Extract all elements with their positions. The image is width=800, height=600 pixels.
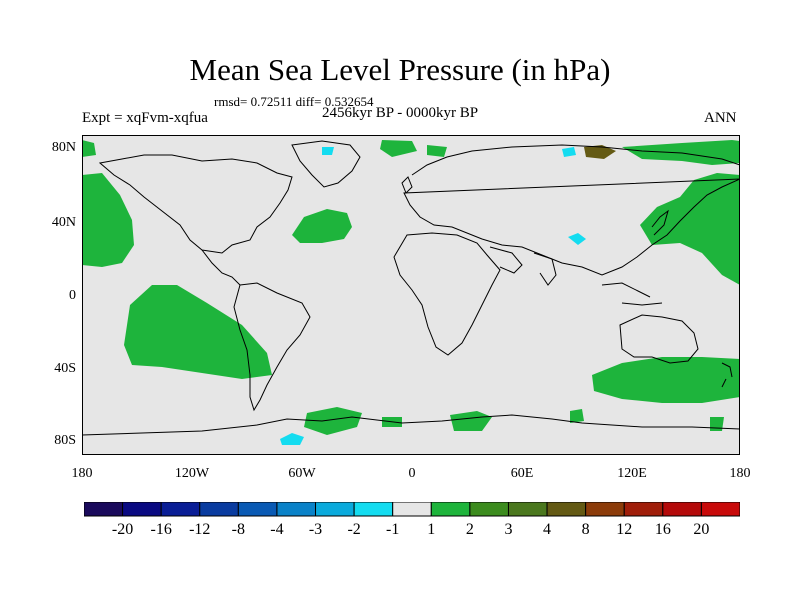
anomaly-north-pacific-east — [82, 173, 134, 267]
colorbar-tick-label: -3 — [308, 521, 323, 538]
colorbar-swatch — [469, 502, 509, 517]
colorbar-swatch — [662, 502, 702, 517]
colorbar-swatch — [430, 502, 471, 517]
colorbar-swatch — [315, 502, 355, 517]
colorbar-tick-label: 3 — [504, 521, 513, 538]
anomaly-siberia-brown — [584, 145, 616, 159]
anomaly-antarctic-1 — [304, 407, 362, 435]
coast-central-america — [201, 249, 241, 286]
colorbar-tick-label: -2 — [347, 521, 361, 538]
coast-japan — [651, 209, 669, 236]
anomaly-arctic-siberia — [427, 145, 447, 157]
lon-tick-60w: 60W — [288, 466, 316, 481]
lat-tick-0: 0 — [69, 288, 76, 303]
coast-arabia-india — [489, 246, 557, 286]
coast-north-america — [98, 154, 293, 254]
colorbar-swatch — [199, 502, 239, 517]
lat-tick-40n: 40N — [51, 215, 76, 230]
colorbar-tick-label: -12 — [189, 521, 211, 538]
coast-eurasia — [403, 144, 740, 276]
coastlines — [82, 140, 740, 436]
colorbar-swatch — [353, 502, 394, 517]
colorbar-swatch — [122, 502, 162, 517]
map-panel — [82, 135, 740, 455]
colorbar-tick-label: 1 — [427, 521, 436, 538]
lon-tick-180w: 180 — [71, 466, 93, 481]
lat-tick-80n: 80N — [51, 140, 76, 155]
colorbar-swatch — [392, 502, 432, 517]
colorbar-swatch — [160, 502, 201, 517]
coast-africa — [393, 232, 501, 356]
anomaly-south-pacific — [124, 285, 272, 379]
chart-title: Mean Sea Level Pressure (in hPa) — [189, 52, 611, 87]
coast-uk — [401, 176, 413, 194]
colorbar-swatch — [237, 502, 278, 517]
colorbar-swatch — [546, 502, 587, 517]
colorbar-swatch — [276, 502, 317, 517]
map-frame — [82, 135, 740, 455]
coast-greenland — [291, 140, 361, 188]
coast-australia — [619, 314, 699, 364]
anomaly-antarctic-cyan — [280, 433, 304, 445]
anomaly-antarctic-5 — [710, 417, 724, 431]
anomaly-north-pacific-west — [640, 173, 740, 285]
colorbar-tick-label: 4 — [543, 521, 552, 538]
anomaly-tibet — [568, 233, 586, 245]
negative-anomaly-regions — [280, 147, 586, 445]
colorbar-tick-label: -4 — [270, 521, 284, 538]
lon-tick-120e: 120E — [617, 466, 647, 481]
colorbar-tick-label: 2 — [465, 521, 474, 538]
anomaly-antarctic-4 — [570, 409, 584, 423]
anomaly-north-atlantic — [292, 209, 352, 243]
coast-new-zealand — [721, 362, 733, 388]
colorbar-tick-label: -16 — [150, 521, 172, 538]
colorbar-tick-label: 16 — [654, 521, 671, 538]
anomaly-arctic-atlantic — [380, 140, 417, 157]
lat-tick-40s: 40S — [54, 361, 76, 376]
colorbar-tick-label: 8 — [581, 521, 590, 538]
season-label: ANN — [704, 110, 737, 126]
anomaly-arctic-west — [82, 140, 96, 157]
coast-south-america — [233, 282, 311, 412]
coast-maritime-asia — [601, 282, 663, 306]
colorbar — [84, 502, 740, 517]
colorbar-swatch — [84, 502, 124, 517]
colorbar-tick-label: -8 — [231, 521, 245, 538]
lon-tick-60e: 60E — [510, 466, 534, 481]
experiment-label: Expt = xqFvm-xqfua — [82, 110, 208, 126]
coast-antarctica — [82, 414, 740, 436]
anomaly-antarctic-3 — [450, 411, 492, 431]
lat-tick-80s: 80S — [54, 433, 76, 448]
lon-tick-180e: 180 — [729, 466, 751, 481]
anomaly-arctic-cyan-1 — [562, 147, 576, 157]
colorbar-swatch — [700, 502, 740, 517]
lon-tick-0: 0 — [408, 466, 416, 481]
colorbar-tick-label: -1 — [386, 521, 400, 538]
anomaly-arctic-cyan-2 — [322, 147, 334, 155]
world-map — [82, 135, 740, 455]
colorbar-tick-label: 20 — [693, 521, 710, 538]
period-label: 2456kyr BP - 0000kyr BP — [322, 105, 479, 121]
anomaly-southern-indian — [592, 357, 740, 403]
colorbar-tick-label: 12 — [616, 521, 633, 538]
colorbar-swatch — [623, 502, 664, 517]
colorbar-tick-label: -20 — [111, 521, 134, 538]
colorbar-swatch — [585, 502, 625, 517]
stats-text: rmsd= 0.72511 diff= 0.532654 — [214, 94, 374, 109]
colorbar-swatch — [507, 502, 548, 517]
lon-tick-120w: 120W — [174, 466, 210, 481]
